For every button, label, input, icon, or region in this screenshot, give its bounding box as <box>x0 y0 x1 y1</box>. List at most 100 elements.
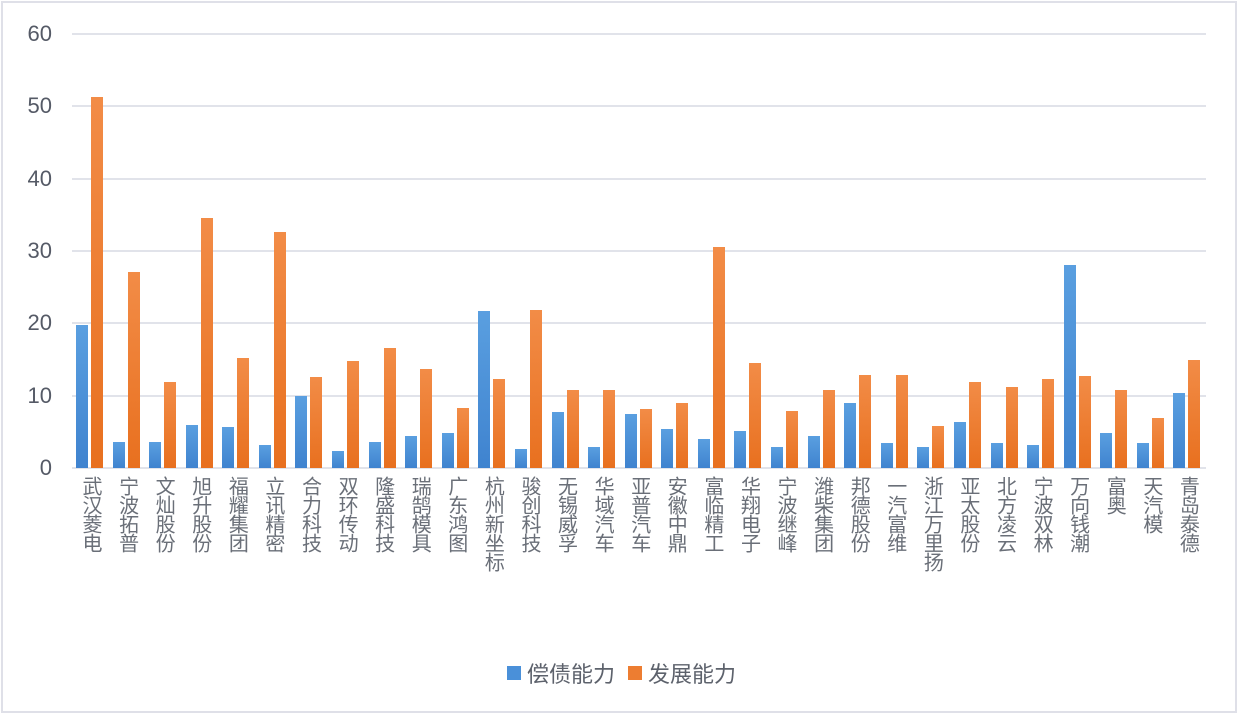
x-tick-label: 合力科技 <box>298 476 323 552</box>
plot-area <box>72 33 1206 469</box>
x-tick-label: 宁波拓普 <box>115 476 140 552</box>
legend: 偿债能力 发展能力 <box>0 657 1243 689</box>
x-tick-label: 宁波双林 <box>1030 476 1055 552</box>
bar-growth[interactable] <box>529 309 542 468</box>
bar-growth[interactable] <box>749 363 762 468</box>
bar-growth[interactable] <box>200 217 213 468</box>
bar-solvency[interactable] <box>112 441 125 468</box>
bar-solvency[interactable] <box>807 436 820 468</box>
x-tick-label: 福耀集团 <box>225 476 250 552</box>
gridline <box>72 467 1206 469</box>
bar-solvency[interactable] <box>880 443 893 468</box>
bar-solvency[interactable] <box>222 426 235 468</box>
bar-growth[interactable] <box>932 426 945 468</box>
bar-solvency[interactable] <box>185 425 198 468</box>
bar-solvency[interactable] <box>588 447 601 468</box>
bar-solvency[interactable] <box>332 450 345 468</box>
bar-solvency[interactable] <box>76 324 88 468</box>
x-tick-label: 文灿股份 <box>152 476 177 552</box>
x-tick-label: 一汽富维 <box>883 476 908 552</box>
bar-growth[interactable] <box>237 358 250 468</box>
bar-growth[interactable] <box>493 379 506 468</box>
bar-solvency[interactable] <box>734 431 747 468</box>
bar-solvency[interactable] <box>551 412 564 468</box>
bar-growth[interactable] <box>712 246 725 468</box>
x-tick-label: 北方凌云 <box>993 476 1018 552</box>
bar-growth[interactable] <box>822 389 835 468</box>
legend-item-solvency[interactable]: 偿债能力 <box>506 657 615 689</box>
bar-growth[interactable] <box>310 376 323 468</box>
x-tick-label: 宁波继峰 <box>774 476 799 552</box>
bar-growth[interactable] <box>639 408 652 468</box>
bar-solvency[interactable] <box>771 447 784 468</box>
bar-growth[interactable] <box>1115 389 1128 468</box>
bar-solvency[interactable] <box>844 402 857 468</box>
gridline <box>72 33 1206 35</box>
bar-solvency[interactable] <box>1027 444 1040 468</box>
bar-growth[interactable] <box>347 360 360 468</box>
x-tick-label: 亚普汽车 <box>627 476 652 552</box>
x-tick-label: 富奥 <box>1103 476 1128 514</box>
bar-solvency[interactable] <box>478 311 491 468</box>
x-tick-label: 立讯精密 <box>261 476 286 552</box>
legend-swatch-orange-icon <box>628 666 642 680</box>
bar-solvency[interactable] <box>295 395 308 468</box>
x-tick-label: 武汉菱电 <box>79 476 103 552</box>
bar-growth[interactable] <box>1042 379 1055 468</box>
legend-item-growth[interactable]: 发展能力 <box>628 657 736 689</box>
bar-solvency[interactable] <box>1136 443 1149 468</box>
x-tick-label: 瑞鹄模具 <box>408 476 433 552</box>
gridline <box>72 177 1206 180</box>
bar-growth[interactable] <box>1078 376 1091 468</box>
bar-growth[interactable] <box>676 402 689 468</box>
gridline <box>72 322 1206 325</box>
bar-growth[interactable] <box>91 96 103 468</box>
gridline <box>72 250 1206 252</box>
bar-solvency[interactable] <box>990 443 1003 468</box>
bar-growth[interactable] <box>1005 387 1018 468</box>
bar-solvency[interactable] <box>258 444 271 468</box>
bar-growth[interactable] <box>127 271 140 468</box>
x-tick-label: 潍柴集团 <box>810 476 835 552</box>
legend-label: 偿债能力 <box>526 663 615 688</box>
bar-growth[interactable] <box>164 381 177 468</box>
y-tick-label: 40 <box>27 165 52 191</box>
x-tick-label: 华域汽车 <box>591 476 616 552</box>
bar-growth[interactable] <box>603 389 616 468</box>
bar-solvency[interactable] <box>953 422 966 468</box>
bar-solvency[interactable] <box>624 413 637 468</box>
x-tick-label: 邦德股份 <box>847 476 872 552</box>
x-tick-label: 亚太股份 <box>956 476 981 552</box>
bar-solvency[interactable] <box>661 428 674 468</box>
bar-solvency[interactable] <box>149 441 162 468</box>
bar-growth[interactable] <box>456 407 469 468</box>
bar-growth[interactable] <box>273 232 286 468</box>
bar-solvency[interactable] <box>697 439 710 468</box>
bar-growth[interactable] <box>859 374 872 468</box>
bar-growth[interactable] <box>1151 418 1164 468</box>
bar-solvency[interactable] <box>1100 433 1113 468</box>
bar-growth[interactable] <box>1188 360 1201 468</box>
bar-growth[interactable] <box>968 381 981 468</box>
bar-solvency[interactable] <box>514 449 527 468</box>
x-tick-label: 广东鸿图 <box>444 476 469 552</box>
legend-label: 发展能力 <box>648 663 737 688</box>
x-tick-label: 骏创科技 <box>517 476 542 552</box>
x-tick-label: 杭州新坐标 <box>481 476 506 571</box>
bar-solvency[interactable] <box>441 433 454 468</box>
bar-growth[interactable] <box>895 374 908 468</box>
x-tick-label: 浙江万里扬 <box>920 476 945 571</box>
bar-solvency[interactable] <box>405 436 418 468</box>
bar-growth[interactable] <box>420 368 433 468</box>
bar-growth[interactable] <box>566 389 579 468</box>
x-tick-label: 双环传动 <box>335 476 360 552</box>
bar-solvency[interactable] <box>1063 264 1076 468</box>
bar-solvency[interactable] <box>368 441 381 468</box>
x-tick-label: 无锡威孚 <box>554 476 579 552</box>
bar-growth[interactable] <box>786 410 799 468</box>
x-tick-label: 华翔电子 <box>737 476 762 552</box>
legend-swatch-blue-icon <box>506 666 521 680</box>
bar-solvency[interactable] <box>1173 392 1186 468</box>
bar-solvency[interactable] <box>917 447 930 468</box>
bar-growth[interactable] <box>383 347 396 468</box>
